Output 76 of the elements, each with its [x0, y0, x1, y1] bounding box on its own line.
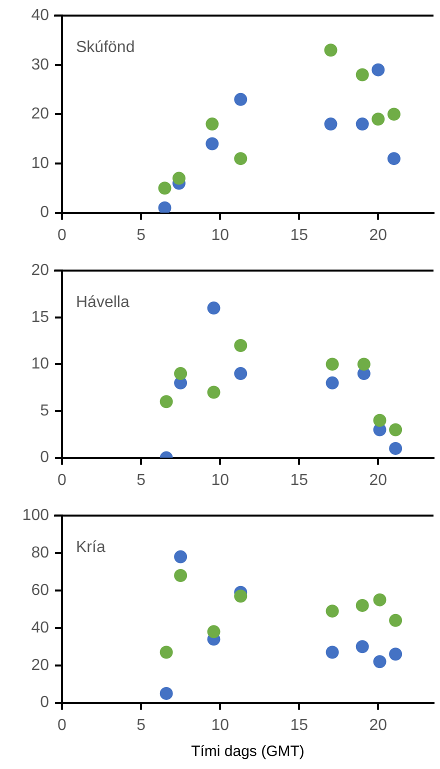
y-tick-label: 40: [31, 7, 50, 24]
point: [234, 338, 248, 352]
x-tick-label: 15: [290, 226, 308, 244]
point: [389, 423, 402, 436]
x-tick-label: 5: [136, 716, 146, 734]
y-tick-label: 5: [40, 402, 50, 420]
y-tick-label: 15: [31, 308, 50, 326]
point: [174, 367, 188, 380]
point: [160, 395, 173, 408]
point: [174, 550, 188, 564]
y-tick-label: 20: [31, 262, 50, 280]
point: [389, 648, 402, 661]
point: [206, 137, 219, 150]
y-tick-label: 0: [40, 449, 50, 466]
point: [207, 302, 220, 315]
point: [160, 646, 173, 659]
point: [324, 118, 338, 131]
point: [356, 640, 369, 654]
x-tick-label: 10: [211, 472, 230, 489]
x-tick-label: 15: [290, 716, 308, 734]
x-tick-label: 20: [369, 716, 388, 734]
point: [372, 63, 385, 76]
x-tick-label: 0: [58, 472, 67, 489]
x-tick-label: 0: [58, 716, 67, 734]
x-tick-label: 20: [369, 226, 388, 244]
x-tick-label: 5: [136, 472, 146, 489]
point: [174, 569, 188, 582]
y-tick-label: 100: [22, 507, 50, 524]
point: [326, 376, 339, 390]
point: [326, 358, 339, 371]
x-tick-label: 10: [211, 716, 230, 734]
x-tick-label: 20: [369, 472, 388, 489]
point: [389, 442, 402, 455]
point: [158, 201, 172, 213]
point: [234, 590, 248, 603]
y-tick-label: 10: [31, 154, 50, 172]
point: [372, 112, 385, 126]
point: [234, 152, 248, 166]
point: [373, 593, 386, 606]
point: [373, 655, 386, 668]
point: [373, 414, 386, 427]
y-tick-label: 0: [40, 204, 50, 222]
point: [160, 686, 173, 700]
point: [326, 646, 339, 659]
point: [356, 68, 369, 82]
y-tick-label: 20: [31, 656, 50, 674]
annotation: Skúfönd: [76, 39, 135, 56]
y-tick-label: 20: [31, 106, 50, 123]
y-tick-label: 40: [31, 619, 50, 636]
x-tick-label: 0: [58, 226, 67, 244]
point: [172, 172, 186, 185]
annotation: Kría: [76, 539, 106, 556]
point: [387, 108, 400, 121]
point: [389, 614, 402, 627]
x-axis-title: Tími dags (GMT): [191, 743, 304, 760]
point: [207, 625, 220, 638]
point: [356, 118, 369, 131]
point: [206, 118, 219, 131]
x-tick-label: 10: [211, 226, 230, 244]
point: [207, 386, 220, 399]
x-tick-label: 15: [290, 472, 308, 489]
y-tick-label: 10: [31, 356, 50, 373]
y-tick-label: 80: [31, 544, 50, 562]
annotation: Hávella: [76, 294, 130, 312]
point: [356, 598, 369, 612]
y-tick-label: 0: [40, 694, 50, 712]
point: [387, 152, 400, 166]
point: [234, 92, 248, 106]
point: [326, 604, 339, 618]
y-tick-label: 30: [31, 56, 50, 74]
point: [357, 358, 370, 371]
point: [158, 182, 172, 195]
x-tick-label: 5: [136, 226, 146, 244]
y-tick-label: 60: [31, 582, 50, 599]
point: [234, 367, 248, 380]
point: [324, 44, 338, 57]
